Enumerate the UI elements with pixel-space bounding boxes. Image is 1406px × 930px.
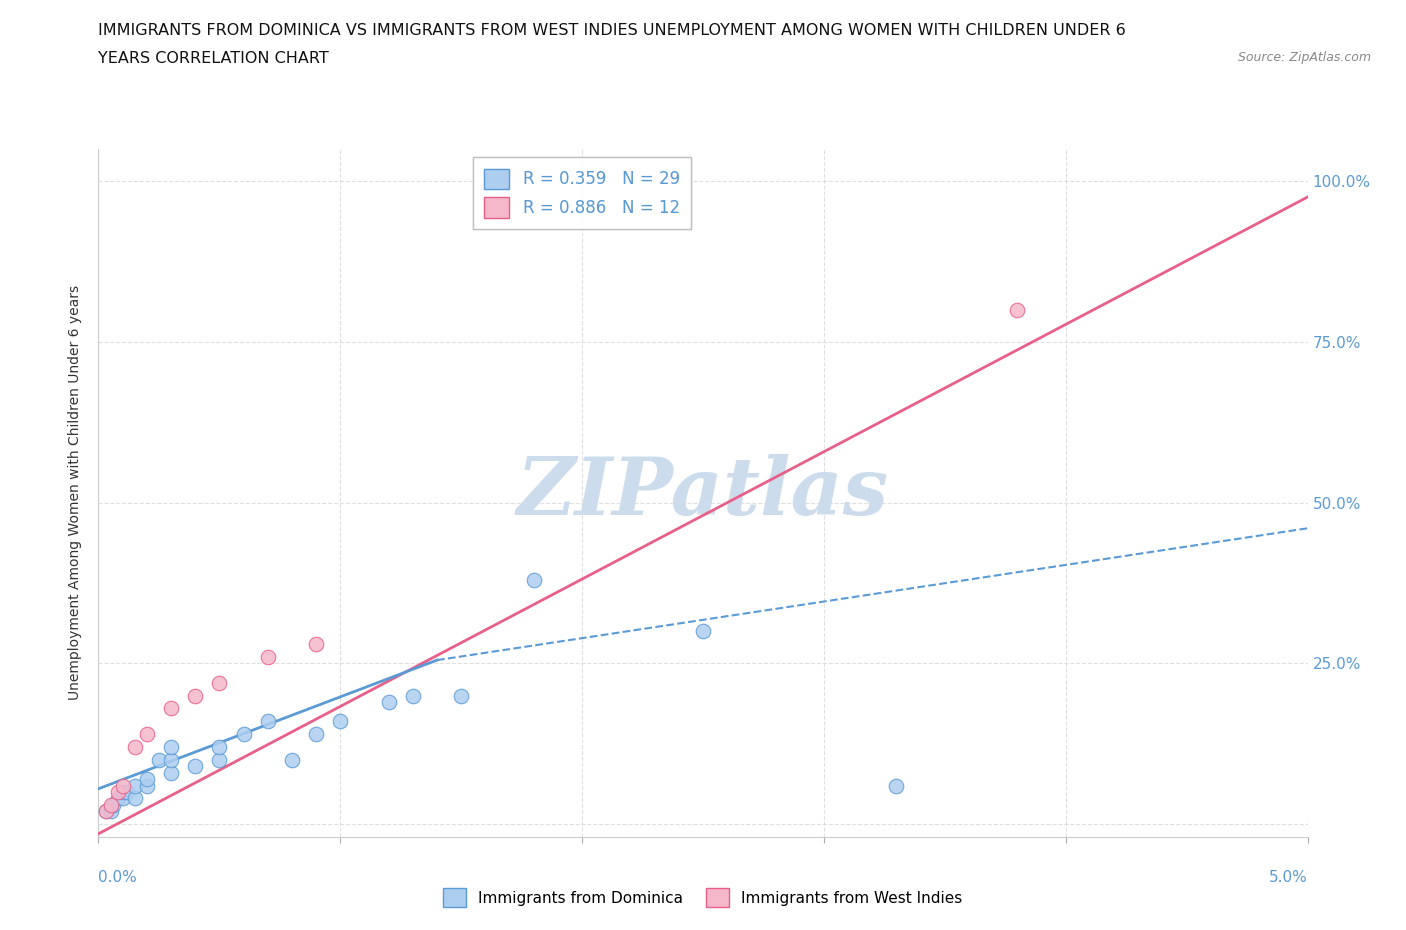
Point — [148, 752, 170, 767]
Point — [402, 688, 425, 703]
Legend: Immigrants from Dominica, Immigrants from West Indies: Immigrants from Dominica, Immigrants fro… — [437, 883, 969, 913]
Point — [160, 765, 183, 780]
Point — [305, 637, 328, 652]
Point — [232, 726, 254, 741]
Point — [160, 739, 183, 754]
Point — [107, 791, 129, 806]
Point — [107, 785, 129, 800]
Point — [135, 726, 157, 741]
Point — [101, 797, 124, 812]
Point — [160, 752, 183, 767]
Y-axis label: Unemployment Among Women with Children Under 6 years: Unemployment Among Women with Children U… — [69, 286, 83, 700]
Point — [124, 739, 146, 754]
Point — [450, 688, 472, 703]
Point — [94, 804, 117, 818]
Text: ZIPatlas: ZIPatlas — [517, 454, 889, 532]
Point — [1007, 302, 1029, 317]
Text: IMMIGRANTS FROM DOMINICA VS IMMIGRANTS FROM WEST INDIES UNEMPLOYMENT AMONG WOMEN: IMMIGRANTS FROM DOMINICA VS IMMIGRANTS F… — [98, 23, 1126, 38]
Text: YEARS CORRELATION CHART: YEARS CORRELATION CHART — [98, 51, 329, 66]
Point — [523, 572, 546, 587]
Point — [305, 726, 328, 741]
Point — [160, 701, 183, 716]
Point — [184, 759, 207, 774]
Point — [135, 778, 157, 793]
Point — [208, 752, 231, 767]
Point — [184, 688, 207, 703]
Point — [329, 714, 352, 729]
Point — [100, 804, 122, 818]
Point — [377, 695, 399, 710]
Point — [135, 772, 157, 787]
Point — [208, 739, 231, 754]
Point — [692, 624, 714, 639]
Point — [124, 778, 146, 793]
Point — [256, 649, 278, 664]
Point — [117, 785, 139, 800]
Point — [111, 778, 134, 793]
Point — [256, 714, 278, 729]
Text: 5.0%: 5.0% — [1268, 870, 1308, 884]
Point — [111, 791, 134, 806]
Text: 0.0%: 0.0% — [98, 870, 138, 884]
Point — [886, 778, 908, 793]
Point — [208, 675, 231, 690]
Point — [111, 785, 134, 800]
Legend: R = 0.359   N = 29, R = 0.886   N = 12: R = 0.359 N = 29, R = 0.886 N = 12 — [472, 157, 692, 230]
Point — [124, 791, 146, 806]
Text: Source: ZipAtlas.com: Source: ZipAtlas.com — [1237, 51, 1371, 64]
Point — [94, 804, 117, 818]
Point — [281, 752, 304, 767]
Point — [100, 797, 122, 812]
